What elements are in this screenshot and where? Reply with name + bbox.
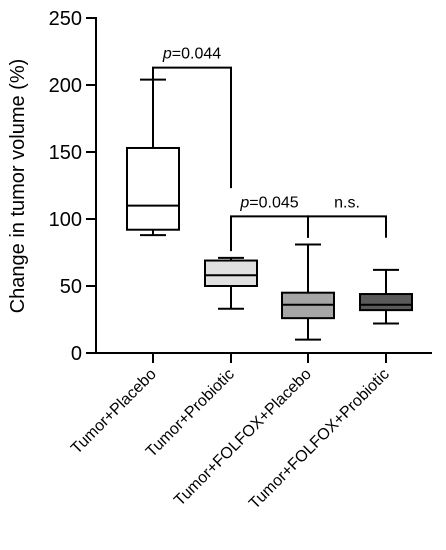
y-tick-label-50: 50 [60, 276, 82, 298]
y-tick-label-250: 250 [49, 8, 82, 30]
x-tick-label-0: Tumor+Placebo [68, 366, 160, 458]
y-tick-label-200: 200 [49, 75, 82, 97]
bracket-label-0: p=0.044 [162, 46, 221, 63]
y-tick-label-100: 100 [49, 209, 82, 231]
x-tick-label-3: Tumor+FOLFOX+Probiotic [246, 366, 393, 513]
box-2 [281, 243, 335, 341]
iqr-box-1 [204, 259, 258, 288]
boxes [126, 78, 413, 341]
box-0 [126, 78, 180, 237]
y-tick-label-0: 0 [71, 343, 82, 365]
y-tick-label-150: 150 [49, 142, 82, 164]
bracket-label-2: n.s. [334, 194, 360, 211]
iqr-box-0 [126, 146, 180, 231]
box-1 [204, 256, 258, 310]
y-axis-label: Change in tumor volume (%) [7, 59, 29, 314]
bracket-label-1: p=0.045 [239, 194, 298, 211]
bracket-2 [307, 215, 387, 238]
bracket-1 [230, 215, 309, 252]
x-tick-label-2: Tumor+FOLFOX+Placebo [171, 366, 315, 510]
iqr-box-3 [359, 293, 413, 312]
significance-brackets: p=0.044 p=0.045 n.s. [152, 46, 387, 252]
box-3 [359, 268, 413, 325]
bracket-0 [152, 66, 232, 189]
